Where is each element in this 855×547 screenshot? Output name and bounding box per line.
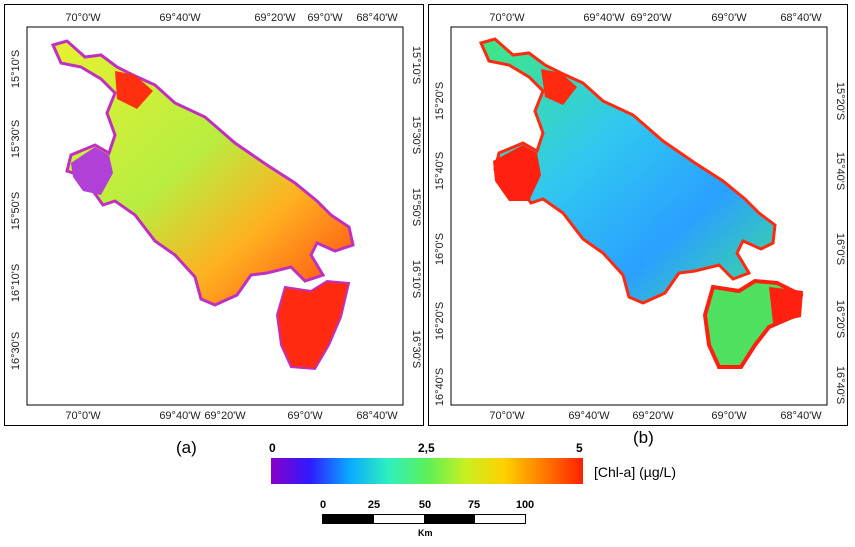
b-lon-top-0: 70°0'W <box>489 12 525 24</box>
a-lat-left-2: 15°50'S <box>10 192 22 230</box>
a-lon-top-1: 69°40'W <box>159 12 201 24</box>
scalebar <box>322 514 526 524</box>
a-lat-right-4: 16°30'S <box>410 330 422 368</box>
b-lon-top-4: 68°40'W <box>780 12 822 24</box>
lake-b-small-red <box>769 287 803 323</box>
b-lat-left-0: 15°20'S <box>434 82 446 120</box>
b-lon-bot-4: 68°40'W <box>780 410 822 422</box>
scalebar-unit: Km <box>418 528 433 538</box>
scalebar-tick-4: 100 <box>515 499 535 511</box>
colorbar-min-label: 0 <box>269 441 276 455</box>
lake-b-red-bay <box>493 145 541 201</box>
a-lon-bot-3: 69°0'W <box>287 410 323 422</box>
lake-a-purple-bay <box>71 147 113 195</box>
b-lat-right-0: 15°20'S <box>834 82 846 120</box>
map-panel-a: 70°0'W 69°40'W 69°20'W 69°0'W 68°40'W 70… <box>4 4 424 426</box>
a-lat-left-3: 16°10'S <box>10 264 22 302</box>
a-lat-right-3: 16°10'S <box>410 260 422 298</box>
colorbar <box>271 458 583 484</box>
panel-b-label: (b) <box>633 428 654 447</box>
a-lon-top-0: 70°0'W <box>65 12 101 24</box>
b-lon-bot-2: 69°20'W <box>632 410 674 422</box>
scalebar-tick-2: 50 <box>418 499 432 511</box>
a-lat-left-1: 15°30'S <box>10 120 22 158</box>
scalebar-seg <box>424 515 475 523</box>
a-lat-right-1: 15°30'S <box>410 116 422 154</box>
lake-a-main <box>50 39 355 307</box>
a-lat-left-4: 16°30'S <box>10 332 22 370</box>
lake-a-red-rim <box>115 71 153 109</box>
a-lon-bot-4: 68°40'W <box>356 410 398 422</box>
scalebar-seg <box>474 515 525 523</box>
a-lon-top-3: 69°0'W <box>307 12 343 24</box>
a-lon-top-4: 68°40'W <box>356 12 398 24</box>
b-lon-bot-1: 69°40'W <box>568 410 610 422</box>
panel-a-label: (a) <box>176 438 197 457</box>
b-lon-bot-0: 70°0'W <box>489 410 525 422</box>
b-lon-top-1: 69°40'W <box>583 12 625 24</box>
scalebar-seg <box>323 515 374 523</box>
a-lon-bot-0: 70°0'W <box>65 410 101 422</box>
b-lat-left-2: 16°0'S <box>434 233 446 265</box>
a-lon-bot-1: 69°40'W <box>159 410 201 422</box>
colorbar-max-label: 5 <box>576 441 583 455</box>
a-lon-bot-2: 69°20'W <box>204 410 246 422</box>
a-lon-top-2: 69°20'W <box>254 12 296 24</box>
colorbar-unit: [Chl-a] (µg/L) <box>594 464 676 480</box>
scalebar-tick-1: 25 <box>367 499 381 511</box>
b-lon-bot-3: 69°0'W <box>711 410 747 422</box>
lake-a-small-lake <box>275 279 351 371</box>
map-panel-b: 70°0'W 69°40'W 69°20'W 69°0'W 68°40'W 70… <box>428 4 848 426</box>
b-lat-left-1: 15°40'S <box>434 152 446 190</box>
b-lon-top-2: 69°20'W <box>630 12 672 24</box>
scalebar-tick-0: 0 <box>319 499 327 511</box>
map-a-frame <box>26 26 404 406</box>
b-lat-right-3: 16°20'S <box>834 300 846 338</box>
colorbar-mid-label: 2,5 <box>418 441 435 455</box>
map-b-canvas: 70°0'W 69°40'W 69°20'W 69°0'W 68°40'W 70… <box>434 12 846 422</box>
a-lat-left-0: 15°10'S <box>10 50 22 88</box>
b-lat-right-1: 15°40'S <box>834 152 846 190</box>
scalebar-tick-3: 75 <box>467 499 481 511</box>
b-lon-top-3: 69°0'W <box>711 12 747 24</box>
b-lat-right-4: 16°40'S <box>834 366 846 404</box>
a-lat-right-0: 15°10'S <box>410 46 422 84</box>
b-lat-left-3: 16°20'S <box>434 302 446 340</box>
a-lat-right-2: 15°50'S <box>410 188 422 226</box>
b-lat-right-2: 16°0'S <box>834 233 846 265</box>
b-lat-left-4: 16°40'S <box>434 368 446 406</box>
map-a-canvas: 70°0'W 69°40'W 69°20'W 69°0'W 68°40'W 70… <box>10 12 422 422</box>
lake-b-main <box>478 37 777 305</box>
map-b-frame <box>450 26 828 406</box>
lake-b-red-rim <box>541 69 577 105</box>
scalebar-seg <box>373 515 424 523</box>
